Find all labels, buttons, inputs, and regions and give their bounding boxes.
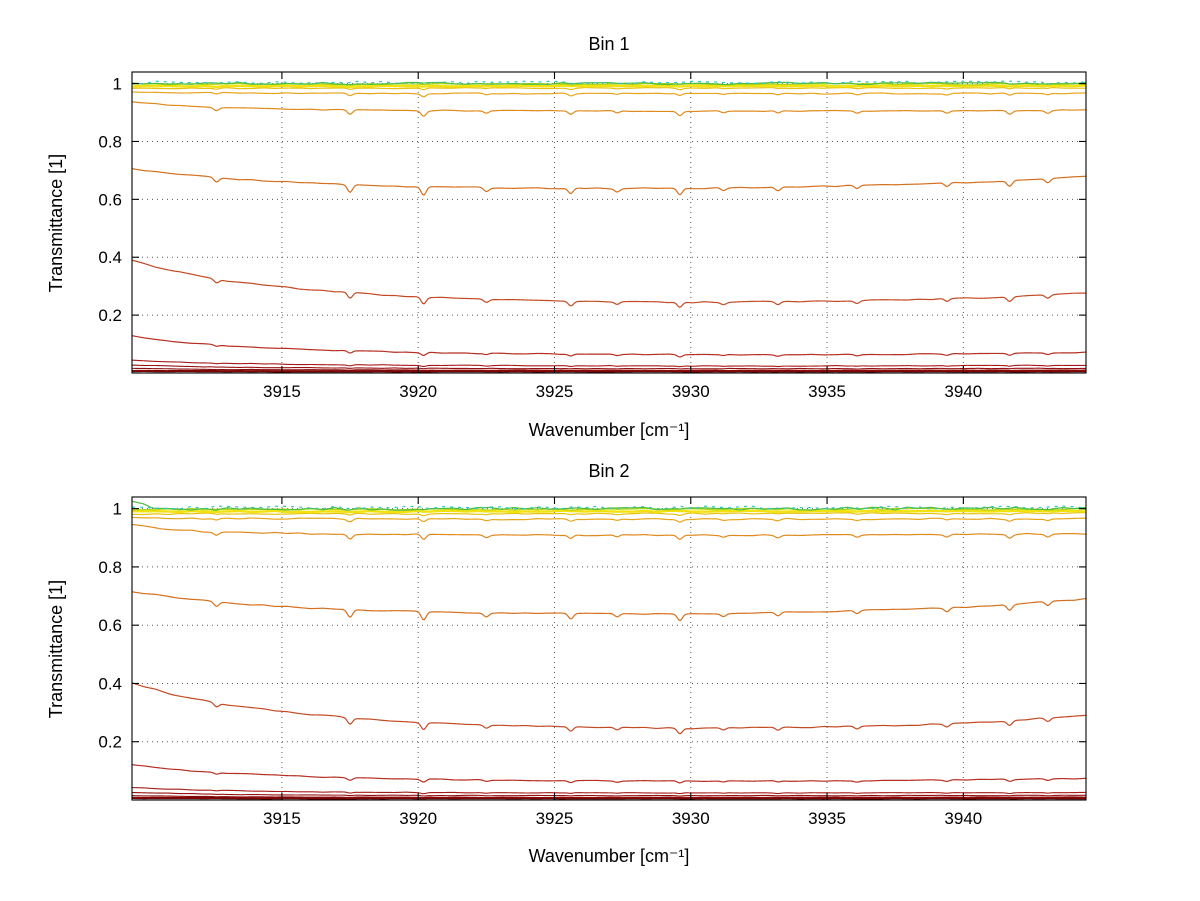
spectrum-line-t-0.006-maroon <box>132 796 1086 800</box>
axes-box <box>131 71 1087 374</box>
x-tick-label: 3940 <box>944 809 982 828</box>
x-tick-label: 3915 <box>263 382 301 401</box>
bin1-series-group <box>132 80 1086 373</box>
y-tick-label: 0.6 <box>98 190 122 209</box>
spectrum-line-t-0.25-redorange <box>132 682 1086 735</box>
y-tick-label: 0.4 <box>98 248 122 267</box>
y-tick-label: 0.2 <box>98 306 122 325</box>
spectrum-line-t-0.02-darkred-2 <box>132 364 1086 370</box>
spectrum-line-t-0.985-gold <box>132 86 1086 91</box>
y-tick-label: 1 <box>113 500 122 519</box>
spectrum-line-t-0.97-amber <box>132 516 1086 523</box>
spectrum-line-t-0.03-darkred-1 <box>132 359 1086 368</box>
x-tick-label: 3925 <box>536 382 574 401</box>
y-tick-label: 0.8 <box>98 558 122 577</box>
spectrum-line-t-0.65-darkorange <box>132 168 1086 196</box>
x-tick-label: 3920 <box>399 382 437 401</box>
y-tick-label: 0.8 <box>98 132 122 151</box>
spectrum-line-t-0.985-gold <box>132 512 1086 517</box>
spectrum-line-t-0.07-red <box>132 764 1086 784</box>
spectrum-line-t-1.00-green <box>132 500 1086 511</box>
spectrum-line-t-0.02-darkred-2 <box>132 791 1086 797</box>
y-tick-label: 0.6 <box>98 616 122 635</box>
bin2-series-group <box>132 500 1086 800</box>
x-tick-label: 3925 <box>536 809 574 828</box>
y-tick-label: 0.2 <box>98 733 122 752</box>
x-tick-label: 3940 <box>944 382 982 401</box>
spectrum-line-t-0.01-darkred-3 <box>132 795 1086 799</box>
spectrum-line-t-0.65-darkorange <box>132 591 1086 621</box>
spectrum-line-t-0.03-darkred-1 <box>132 786 1086 795</box>
spectrum-line-t-0.99-yellow <box>132 509 1086 514</box>
x-tick-label: 3920 <box>399 809 437 828</box>
spectrum-line-t-0.97-amber <box>132 91 1086 98</box>
spectrum-line-t-0.99-yellow <box>132 84 1086 89</box>
spectrum-line-t-0.07-red <box>132 335 1086 358</box>
x-tick-label: 3930 <box>672 382 710 401</box>
spectrum-line-t-1.00-green <box>132 81 1086 86</box>
y-tick-label: 1 <box>113 75 122 94</box>
spectrum-line-t-0.91-orange <box>132 101 1086 117</box>
axes-box <box>131 496 1087 801</box>
spectrum-line-t-0.25-redorange <box>132 259 1086 308</box>
y-tick-label: 0.4 <box>98 674 122 693</box>
x-tick-label: 3935 <box>808 809 846 828</box>
spectrum-line-t-0.01-darkred-3 <box>132 367 1086 372</box>
spectrum-line-t-0.91-orange <box>132 523 1086 540</box>
x-tick-label: 3930 <box>672 809 710 828</box>
x-tick-label: 3935 <box>808 382 846 401</box>
spectrum-line-t-1.00-cyan <box>132 505 1086 510</box>
x-tick-label: 3915 <box>263 809 301 828</box>
